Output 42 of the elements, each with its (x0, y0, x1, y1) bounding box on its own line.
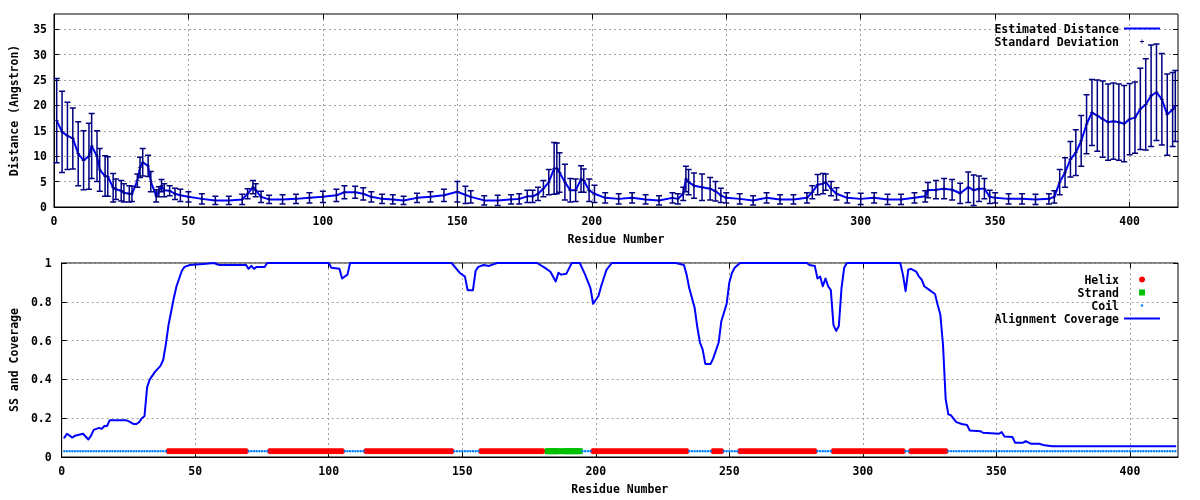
y-tick-label: 0.2 (30, 411, 52, 426)
y-tick-label: 35 (33, 22, 48, 37)
x-tick-label: 50 (181, 214, 196, 228)
x-tick-label: 200 (581, 214, 603, 228)
y-tick-label: 0 (44, 450, 52, 464)
x-tick-label: 250 (718, 464, 740, 478)
x-tick-label: 400 (1119, 464, 1141, 478)
x-tick-label: 50 (188, 464, 203, 478)
line-series (63, 262, 1177, 448)
y-tick-label: 0.6 (30, 333, 52, 348)
y-tick-label: 5 (40, 174, 48, 189)
x-tick-label: 400 (1119, 214, 1141, 228)
x-tick-label: 150 (446, 214, 468, 228)
legend-label: Coil (1091, 298, 1120, 313)
y-tick-label: 25 (33, 73, 48, 88)
y-tick-label: 0.8 (30, 294, 52, 309)
y-tick-label: 30 (33, 47, 48, 62)
y-tick-label: 0 (40, 200, 48, 214)
x-tick-label: 250 (715, 214, 737, 228)
legend-label: Strand (1077, 285, 1120, 300)
x-tick-label: 200 (585, 464, 607, 478)
y-tick-label: 0.4 (30, 372, 52, 387)
y-tick-label: 10 (33, 149, 48, 164)
x-tick-label: 100 (312, 214, 334, 228)
x-tick-label: 300 (850, 214, 872, 228)
y-tick-label: 20 (33, 98, 48, 113)
x-tick-label: 350 (986, 464, 1007, 478)
x-tick-label: 350 (984, 214, 1006, 228)
x-tick-label: 100 (318, 464, 340, 478)
x-axis-title: Residue Number (571, 482, 669, 496)
legend-label: Helix (1084, 272, 1120, 287)
y-axis-title: SS and Coverage (7, 308, 21, 412)
x-tick-label: 0 (58, 464, 66, 478)
y-axis-title: Distance (Angstron) (7, 44, 21, 177)
legend-label: Estimated Distance (994, 21, 1120, 36)
legend-label: Alignment Coverage (994, 311, 1120, 326)
y-tick-label: 15 (33, 123, 48, 138)
legend-label: Standard Deviation (994, 34, 1120, 49)
x-tick-label: 150 (451, 464, 473, 478)
x-tick-label: 300 (852, 464, 874, 478)
x-axis-title: Residue Number (567, 232, 665, 246)
y-tick-label: 1 (44, 256, 52, 270)
